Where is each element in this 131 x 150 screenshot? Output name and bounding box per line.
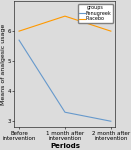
Placebo — [18, 30, 20, 32]
Placebo — [64, 15, 66, 17]
Fenugreek — [18, 39, 20, 41]
Fenugreek — [110, 120, 112, 122]
Legend: Fenugreek, Placebo: Fenugreek, Placebo — [78, 4, 113, 23]
Line: Placebo: Placebo — [19, 16, 111, 31]
Line: Fenugreek: Fenugreek — [19, 40, 111, 121]
Fenugreek — [64, 111, 66, 113]
Y-axis label: Means of analgesic usage: Means of analgesic usage — [1, 24, 6, 105]
Placebo — [110, 30, 112, 32]
X-axis label: Periods: Periods — [50, 143, 80, 149]
